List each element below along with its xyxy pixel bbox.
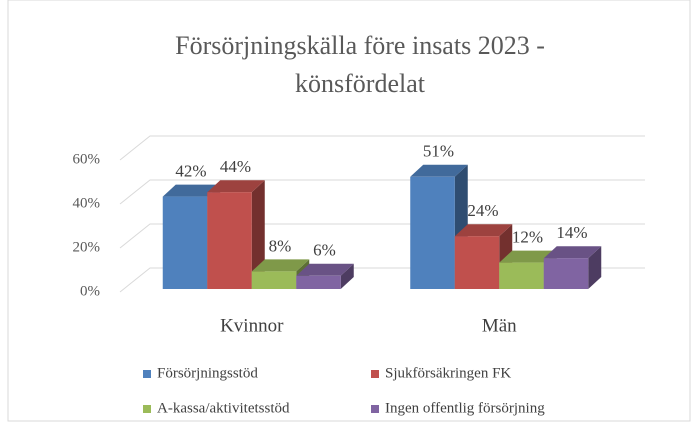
legend-swatch xyxy=(143,405,151,413)
bar-top xyxy=(162,184,221,197)
bar xyxy=(162,196,208,289)
data-label: 14% xyxy=(556,223,587,242)
legend-label: A-kassa/aktivitetsstöd xyxy=(157,400,290,416)
bar-side xyxy=(340,263,354,289)
data-label: 12% xyxy=(512,228,543,247)
data-label: 6% xyxy=(313,241,336,260)
bar-top xyxy=(454,224,513,237)
legend-swatch xyxy=(371,405,379,413)
bar-top xyxy=(410,164,468,177)
bar-top xyxy=(251,259,310,272)
data-label: 8% xyxy=(269,236,292,255)
y-tick-label: 60% xyxy=(73,151,101,167)
legend-swatch xyxy=(371,370,379,378)
bar xyxy=(207,192,252,289)
bar-side xyxy=(588,246,602,289)
y-tick-label: 40% xyxy=(73,195,101,211)
legend-label: Sjukförsäkringen FK xyxy=(385,365,511,381)
x-tick-label: Kvinnor xyxy=(220,315,284,336)
y-tick-label: 20% xyxy=(73,239,101,255)
bar xyxy=(499,262,544,289)
data-label: 44% xyxy=(220,157,251,176)
chart-frame xyxy=(7,0,691,422)
data-label: 42% xyxy=(175,162,206,181)
bar-top xyxy=(296,263,354,276)
bar-top xyxy=(499,250,557,263)
chart-title: könsfördelat xyxy=(295,69,426,98)
chart-title: Försörjningskälla före insats 2023 - xyxy=(175,31,545,60)
bar xyxy=(454,236,500,289)
bar-top xyxy=(543,246,602,259)
x-tick-label: Män xyxy=(482,315,517,336)
bar-side xyxy=(251,180,265,289)
legend-swatch xyxy=(143,370,151,378)
bar-top xyxy=(207,180,265,193)
legend-label: Försörjningsstöd xyxy=(157,365,258,381)
bar xyxy=(543,258,589,289)
grid-line xyxy=(119,223,645,249)
y-tick-label: 0% xyxy=(80,283,100,299)
grid-line xyxy=(119,179,645,205)
legend-label: Ingen offentlig försörjning xyxy=(385,400,545,416)
bar xyxy=(251,271,297,289)
grid-line xyxy=(119,135,645,161)
data-label: 51% xyxy=(423,142,454,161)
bar xyxy=(410,176,455,289)
data-label: 24% xyxy=(467,201,498,220)
bar xyxy=(296,275,341,289)
